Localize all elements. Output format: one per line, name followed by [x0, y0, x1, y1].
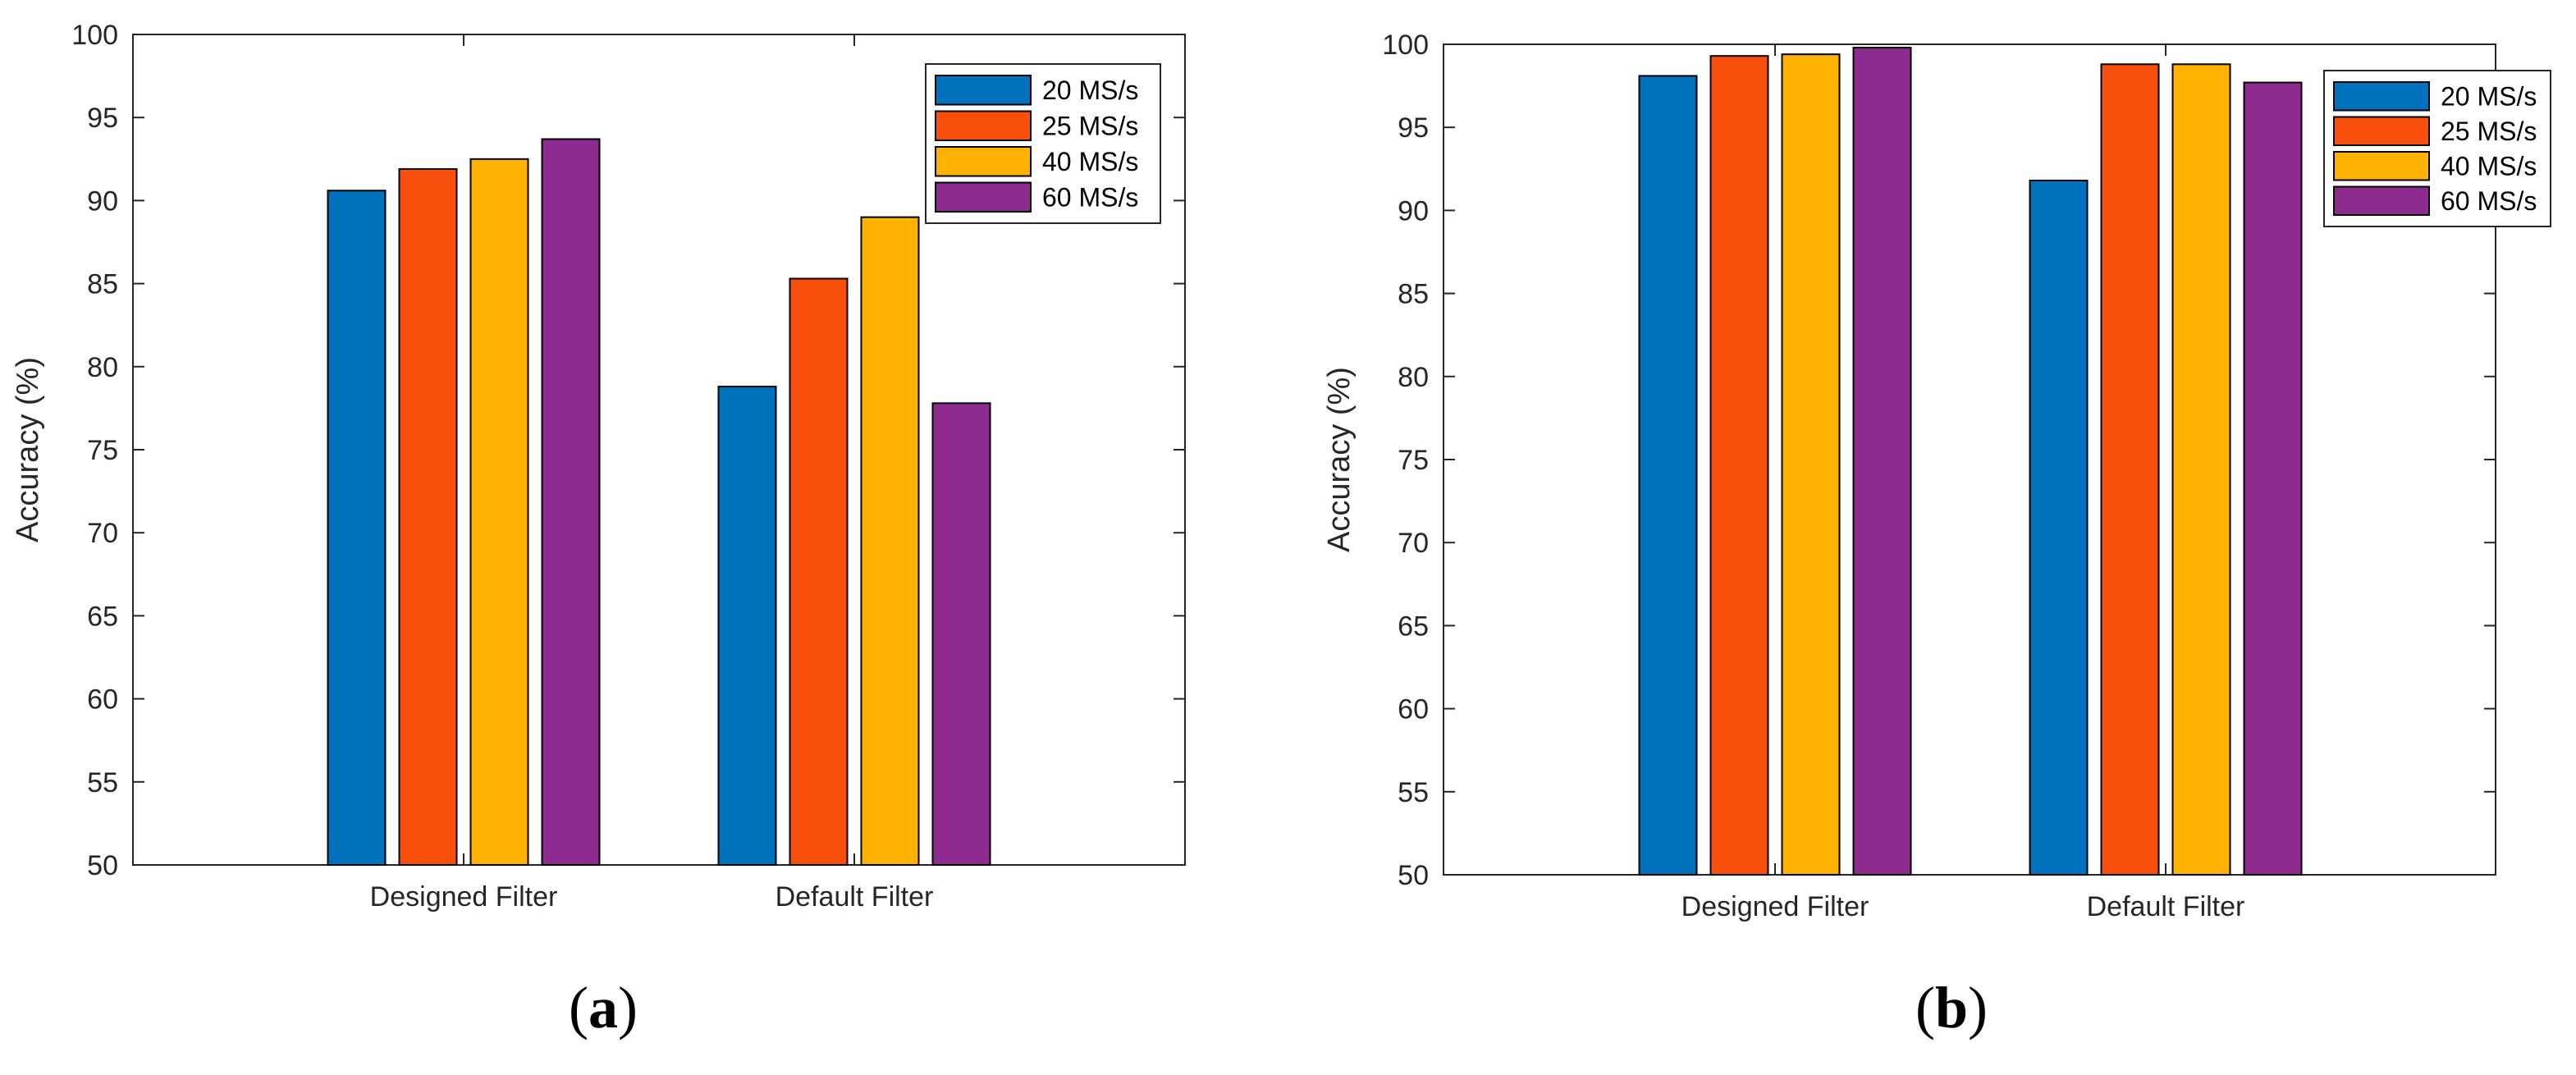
y-tick-label-a-80: 80 [87, 352, 118, 383]
legend-b: 20 MS/s 25 MS/s 40 MS/s 60 MS/s [2323, 70, 2551, 227]
bar-b-series1-cat1 [1638, 75, 1698, 876]
bar-a-series1-cat2 [717, 386, 777, 866]
bar-a-series1-cat1 [327, 190, 387, 867]
panel-label-close-paren-b: ) [1968, 975, 1988, 1041]
y-tick-label-b-95: 95 [1398, 112, 1429, 144]
legend-swatch-b-4 [2333, 185, 2430, 216]
panel-label-a: (a) [569, 975, 638, 1041]
x-tick-label-b-1: Designed Filter [1681, 891, 1869, 922]
legend-swatch-b-3 [2333, 151, 2430, 181]
legend-swatch-b-1 [2333, 81, 2430, 112]
x-tick-label-b-2: Default Filter [2087, 891, 2245, 922]
x-tick-label-a-2: Default Filter [776, 881, 934, 913]
legend-label-a-2: 25 MS/s [1042, 111, 1138, 140]
bar-b-series4-cat1 [1852, 47, 1912, 876]
bar-a-series4-cat1 [541, 138, 601, 866]
chart-panel-a: 50 55 60 65 70 75 80 85 90 95 100 Designed Filter De… [11, 20, 1186, 1041]
y-tick-label-a-65: 65 [87, 601, 118, 632]
panel-label-letter-b: b [1935, 975, 1968, 1041]
panel-label-letter-a: a [588, 975, 618, 1041]
y-tick-label-b-100: 100 [1382, 30, 1429, 61]
y-tick-label-a-70: 70 [87, 518, 118, 549]
y-tick-label-b-55: 55 [1398, 777, 1429, 808]
bar-b-series2-cat1 [1709, 55, 1769, 876]
y-tick-label-b-85: 85 [1398, 279, 1429, 310]
y-axis-label-b: Accuracy (%) [1322, 367, 1357, 552]
legend-swatch-a-4 [935, 181, 1032, 213]
legend-swatch-a-3 [935, 146, 1032, 177]
y-tick-label-a-75: 75 [87, 435, 118, 466]
x-tick-label-a-1: Designed Filter [370, 881, 558, 913]
legend-label-b-3: 40 MS/s [2441, 151, 2537, 181]
legend-label-b-4: 60 MS/s [2441, 186, 2537, 216]
bar-b-series3-cat2 [2171, 63, 2231, 876]
y-tick-label-b-60: 60 [1398, 694, 1429, 725]
bar-b-series2-cat2 [2100, 63, 2160, 876]
y-axis-label-a: Accuracy (%) [11, 357, 45, 542]
panel-label-open-paren-a: ( [569, 975, 588, 1041]
legend-swatch-a-1 [935, 75, 1032, 106]
legend-a: 20 MS/s 25 MS/s 40 MS/s 60 MS/s [925, 63, 1161, 224]
y-tick-label-a-50: 50 [87, 850, 118, 881]
y-tick-label-b-50: 50 [1398, 860, 1429, 891]
panel-label-open-paren-b: ( [1915, 975, 1935, 1041]
bar-a-series2-cat2 [789, 277, 849, 866]
y-tick-label-a-60: 60 [87, 684, 118, 716]
bar-b-series1-cat2 [2029, 179, 2089, 876]
y-tick-label-b-70: 70 [1398, 528, 1429, 559]
legend-label-b-2: 25 MS/s [2441, 117, 2537, 146]
bar-b-series4-cat2 [2243, 81, 2303, 876]
panel-label-b: (b) [1915, 975, 1988, 1041]
legend-label-a-4: 60 MS/s [1042, 182, 1138, 212]
panel-label-close-paren-a: ) [618, 975, 638, 1041]
legend-label-b-1: 20 MS/s [2441, 81, 2537, 111]
y-tick-label-a-85: 85 [87, 269, 118, 300]
bar-a-series2-cat1 [398, 167, 458, 867]
bar-a-series4-cat2 [931, 402, 991, 866]
legend-label-a-3: 40 MS/s [1042, 147, 1138, 176]
y-tick-label-a-100: 100 [71, 20, 118, 51]
y-tick-label-b-65: 65 [1398, 611, 1429, 642]
legend-swatch-b-2 [2333, 116, 2430, 146]
y-tick-label-a-95: 95 [87, 103, 118, 134]
chart-panel-b: 50 55 60 65 70 75 80 85 90 95 100 Designed Filter De… [1322, 30, 2551, 1041]
y-tick-label-b-80: 80 [1398, 362, 1429, 393]
y-tick-label-b-75: 75 [1398, 445, 1429, 476]
bar-a-series3-cat1 [469, 158, 529, 867]
y-tick-label-b-90: 90 [1398, 195, 1429, 226]
bar-a-series3-cat2 [860, 216, 920, 866]
y-tick-label-a-55: 55 [87, 767, 118, 798]
plot-area-b [1443, 43, 2496, 876]
legend-swatch-a-2 [935, 110, 1032, 141]
bar-b-series3-cat1 [1781, 53, 1841, 876]
legend-label-a-1: 20 MS/s [1042, 75, 1138, 105]
y-tick-label-a-90: 90 [87, 185, 118, 217]
